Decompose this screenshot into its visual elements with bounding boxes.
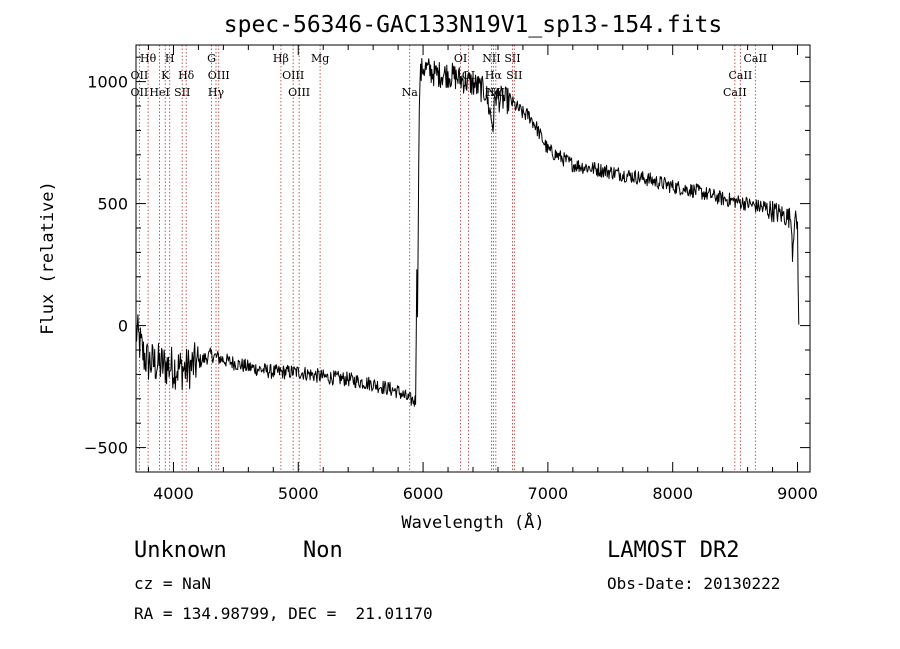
object-class: Unknown xyxy=(134,538,227,563)
line-id-label: Hδ xyxy=(178,69,195,82)
spectrum-trace xyxy=(135,58,800,407)
x-tick-label: 8000 xyxy=(652,484,693,503)
line-id-label: OIII xyxy=(288,86,310,99)
x-axis-label: Wavelength (Å) xyxy=(401,511,544,533)
line-id-label: Na xyxy=(402,86,419,99)
line-id-label: CaII xyxy=(729,69,753,82)
line-id-label: CaII xyxy=(743,52,767,65)
y-tick-label: −500 xyxy=(84,439,128,458)
line-id-label: CaII xyxy=(723,86,747,99)
x-tick-label: 4000 xyxy=(153,484,194,503)
line-id-label: HeI xyxy=(149,86,169,99)
line-id-label: OI xyxy=(454,52,467,65)
y-tick-label: 0 xyxy=(118,317,128,336)
spectrum-series xyxy=(135,58,800,407)
line-id-label: Hγ xyxy=(208,86,225,99)
line-identifications: Hθ OII OII HK HeI Hδ SII G OIII Hγ Hβ OIII OIII Mg Na O… xyxy=(131,45,767,472)
line-id-label: OII xyxy=(131,86,149,99)
line-id-label: SII xyxy=(506,69,522,82)
survey-name: LAMOST DR2 xyxy=(607,538,740,563)
chart-title: spec-56346-GAC133N19V1_sp13-154.fits xyxy=(224,12,723,38)
x-axis-ticks: 4000 5000 6000 7000 8000 9000 xyxy=(147,45,818,503)
line-id-label: NII xyxy=(482,52,500,65)
x-tick-label: 9000 xyxy=(777,484,818,503)
line-id-label: H xyxy=(165,52,175,65)
x-tick-label: 6000 xyxy=(403,484,444,503)
line-id-label: OIII xyxy=(282,69,304,82)
y-axis-ticks: −500 0 500 1000 xyxy=(84,56,810,473)
redshift-readout: cz = NaN xyxy=(134,574,212,593)
line-id-label: OII xyxy=(131,69,149,82)
line-id-label: Hθ xyxy=(140,52,157,65)
object-subclass: Non xyxy=(303,538,343,563)
line-id-label: OIII xyxy=(208,69,230,82)
line-id-label: K xyxy=(161,69,170,82)
x-tick-label: 7000 xyxy=(528,484,569,503)
line-id-label: Hβ xyxy=(273,52,289,65)
y-axis-label: Flux (relative) xyxy=(38,181,58,335)
plot-frame xyxy=(135,44,811,473)
line-id-label: G xyxy=(207,52,216,65)
coordinates-readout: RA = 134.98799, DEC = 21.01170 xyxy=(134,604,433,623)
line-id-label: Mg xyxy=(311,52,329,65)
line-id-label: Hα xyxy=(485,69,503,82)
observation-date: Obs-Date: 20130222 xyxy=(607,574,781,593)
line-id-label: SII xyxy=(174,86,190,99)
y-tick-label: 1000 xyxy=(87,73,128,92)
line-id-label: SII xyxy=(504,52,520,65)
y-tick-label: 500 xyxy=(97,195,128,214)
x-tick-label: 5000 xyxy=(278,484,319,503)
